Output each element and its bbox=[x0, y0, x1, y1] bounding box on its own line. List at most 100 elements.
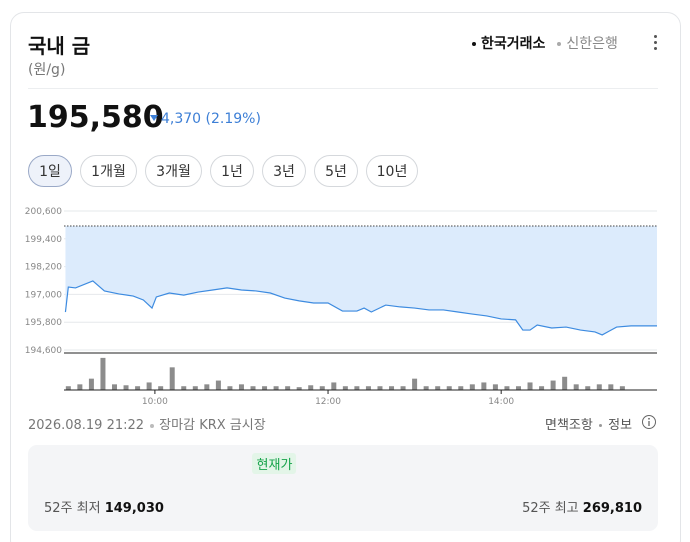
title: 국내 금 bbox=[28, 34, 91, 58]
volume-bar bbox=[262, 386, 268, 390]
low-value: 149,030 bbox=[104, 501, 164, 516]
volume-bar bbox=[319, 386, 325, 390]
source[interactable]: 신한은행 bbox=[557, 36, 618, 52]
volume-bar bbox=[354, 386, 360, 390]
y-tick-label: 197,000 bbox=[25, 290, 62, 300]
volume-bar bbox=[250, 386, 256, 390]
volume-bar bbox=[515, 386, 521, 390]
high: 52주 최고 269,810 bbox=[522, 497, 642, 516]
volume-bar bbox=[469, 384, 475, 390]
volume-bar bbox=[608, 384, 614, 390]
footer-left: 2026.08.19 21:22 장마감 KRX 금시장 bbox=[28, 414, 266, 433]
volume-bar bbox=[365, 386, 371, 390]
volume-bar bbox=[65, 386, 71, 390]
bullet bbox=[557, 42, 562, 46]
bullet bbox=[472, 42, 476, 46]
volume-bar bbox=[285, 386, 291, 390]
source-label: 한국거래소 bbox=[481, 36, 546, 52]
change-value: 4,370 bbox=[161, 111, 202, 127]
card bbox=[10, 12, 681, 542]
volume-bar bbox=[400, 386, 406, 390]
volume-bar bbox=[596, 384, 602, 390]
volume-bar bbox=[238, 384, 244, 390]
volume-bar bbox=[423, 386, 429, 390]
area bbox=[65, 226, 658, 335]
period-button[interactable]: 1년 bbox=[210, 155, 254, 187]
volume-bar bbox=[88, 378, 94, 390]
volume-bar bbox=[412, 378, 418, 390]
volume-bar bbox=[169, 367, 175, 390]
volume-bar bbox=[585, 386, 591, 390]
period-button[interactable]: 1일 bbox=[28, 155, 72, 187]
price: 195,580 bbox=[27, 100, 164, 135]
volume-bar bbox=[181, 386, 187, 390]
volume-bar bbox=[377, 386, 383, 390]
low-label: 52주 최저 bbox=[44, 501, 101, 516]
volume-bar bbox=[123, 385, 129, 390]
down-arrow bbox=[150, 115, 158, 121]
volume-bar bbox=[158, 386, 164, 390]
volume-bar bbox=[550, 380, 556, 390]
source-label: 신한은행 bbox=[566, 36, 618, 52]
volume-bar bbox=[204, 384, 210, 390]
volume-bar bbox=[492, 384, 498, 390]
divider bbox=[28, 88, 658, 89]
period-button[interactable]: 3개월 bbox=[145, 155, 202, 187]
unit: (원/g) bbox=[28, 62, 66, 78]
volume-bar bbox=[446, 386, 452, 390]
range-box bbox=[28, 445, 658, 531]
high-label: 52주 최고 bbox=[522, 501, 579, 516]
x-tick-label: 10:00 bbox=[142, 397, 168, 407]
x-tick-label: 12:00 bbox=[315, 397, 341, 407]
menu[interactable] bbox=[654, 35, 658, 50]
volume-bar bbox=[146, 382, 152, 390]
disclaimer[interactable]: 면책조항 bbox=[545, 418, 593, 433]
volume-bar bbox=[296, 387, 302, 390]
volume-bar bbox=[458, 386, 464, 390]
volume-bar bbox=[192, 386, 198, 390]
volume-bar bbox=[389, 386, 395, 390]
current-tag: 현재가 bbox=[252, 453, 297, 474]
volume-bar bbox=[562, 376, 568, 390]
y-tick-label: 198,200 bbox=[25, 263, 62, 273]
change: 4,370 (2.19%) bbox=[161, 111, 261, 127]
change-pct: (2.19%) bbox=[205, 111, 261, 127]
volume-bar bbox=[135, 386, 141, 390]
volume-bar bbox=[111, 384, 117, 390]
period-button[interactable]: 3년 bbox=[262, 155, 306, 187]
volume-bar bbox=[308, 385, 314, 390]
volume-bar bbox=[227, 386, 233, 390]
volume-bar bbox=[504, 386, 510, 390]
x-tick-label: 14:00 bbox=[488, 397, 514, 407]
sources: 한국거래소 신한은행 bbox=[472, 33, 630, 53]
volume-bar bbox=[481, 382, 487, 390]
info[interactable]: 정보 bbox=[608, 418, 633, 433]
info-icon[interactable] bbox=[641, 414, 657, 430]
volume-bar bbox=[573, 384, 579, 390]
high-value: 269,810 bbox=[582, 501, 642, 516]
status: 장마감 bbox=[159, 418, 196, 433]
y-tick-label: 195,800 bbox=[25, 318, 62, 328]
period-button[interactable]: 10년 bbox=[366, 155, 418, 187]
volume-bar bbox=[215, 380, 221, 390]
volume-bar bbox=[539, 386, 545, 390]
volume-bar bbox=[342, 386, 348, 390]
volume-bar bbox=[619, 386, 625, 390]
y-tick-label: 194,600 bbox=[25, 346, 62, 356]
volume-bar bbox=[100, 357, 106, 390]
period-button[interactable]: 1개월 bbox=[80, 155, 137, 187]
y-tick-label: 199,400 bbox=[25, 235, 62, 245]
volume-bar bbox=[435, 386, 441, 390]
source[interactable]: 한국거래소 bbox=[472, 36, 545, 52]
y-tick-label: 200,600 bbox=[25, 207, 62, 217]
volume-bar bbox=[77, 384, 83, 390]
period-button[interactable]: 5년 bbox=[314, 155, 358, 187]
market: KRX 금시장 bbox=[199, 418, 266, 433]
line bbox=[64, 280, 657, 336]
bullet bbox=[598, 424, 602, 427]
footer-right: 면책조항 정보 bbox=[545, 414, 632, 433]
low: 52주 최저 149,030 bbox=[44, 497, 164, 516]
volume-bar bbox=[273, 386, 279, 390]
